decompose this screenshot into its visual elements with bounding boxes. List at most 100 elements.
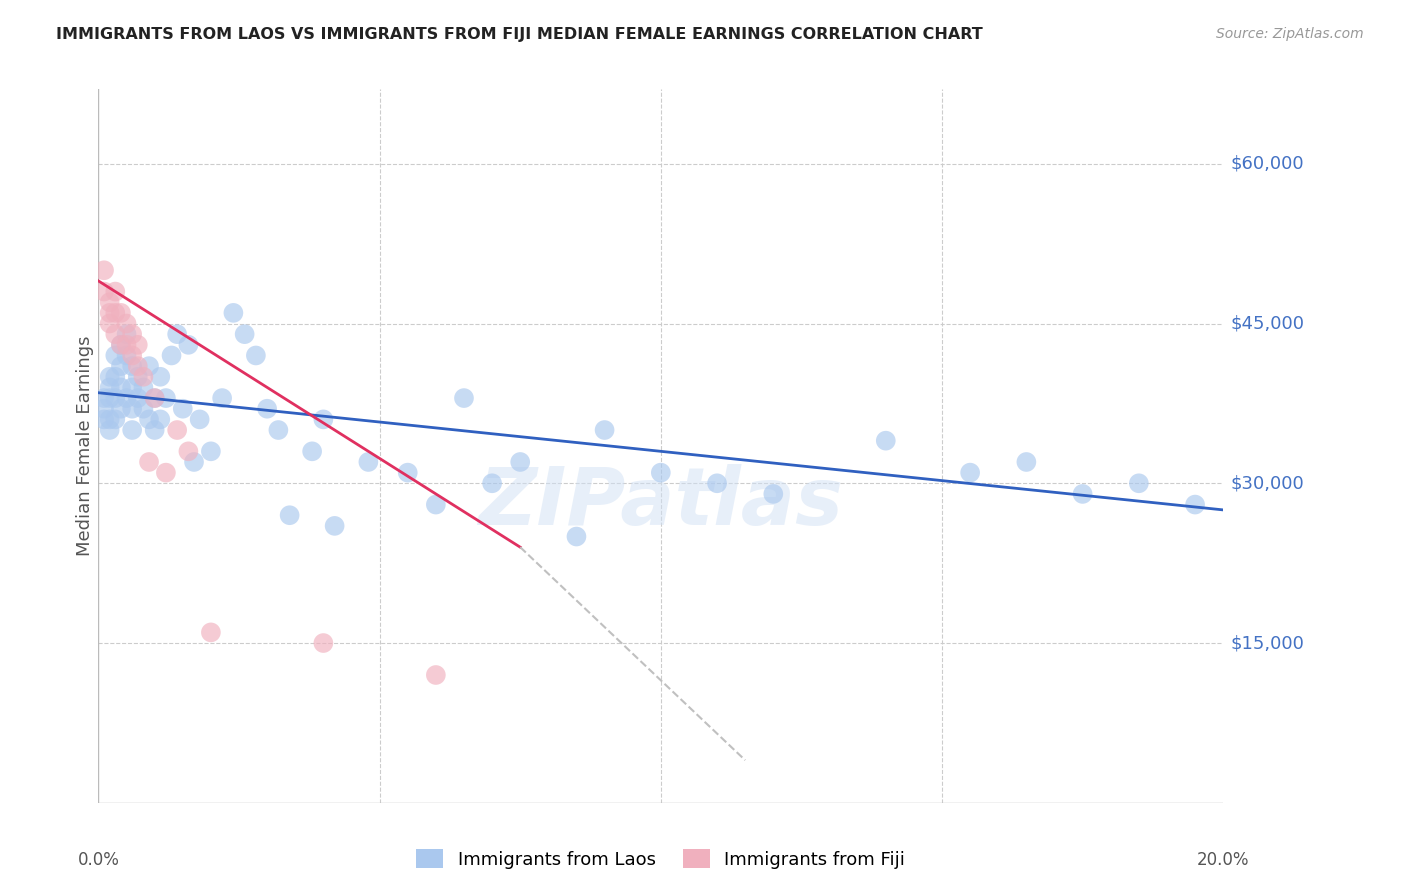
Point bbox=[98, 306, 121, 320]
Point bbox=[211, 391, 233, 405]
Point bbox=[323, 519, 346, 533]
Point bbox=[1071, 487, 1094, 501]
Text: 0.0%: 0.0% bbox=[77, 851, 120, 869]
Text: 20.0%: 20.0% bbox=[1197, 851, 1250, 869]
Point bbox=[138, 412, 160, 426]
Point bbox=[98, 412, 121, 426]
Text: $60,000: $60,000 bbox=[1230, 154, 1303, 173]
Point bbox=[93, 285, 115, 299]
Point bbox=[396, 466, 419, 480]
Point bbox=[138, 455, 160, 469]
Point bbox=[172, 401, 194, 416]
Point bbox=[166, 327, 188, 342]
Point bbox=[959, 466, 981, 480]
Point bbox=[110, 306, 132, 320]
Point bbox=[143, 391, 166, 405]
Point bbox=[104, 349, 127, 363]
Point bbox=[200, 625, 222, 640]
Point bbox=[110, 401, 132, 416]
Point bbox=[301, 444, 323, 458]
Point bbox=[155, 391, 177, 405]
Point bbox=[183, 455, 205, 469]
Point bbox=[110, 338, 132, 352]
Point bbox=[278, 508, 301, 523]
Point bbox=[166, 423, 188, 437]
Point bbox=[98, 380, 121, 394]
Point bbox=[93, 391, 115, 405]
Point bbox=[425, 668, 447, 682]
Point bbox=[104, 327, 127, 342]
Point bbox=[115, 338, 138, 352]
Point bbox=[121, 327, 143, 342]
Point bbox=[650, 466, 672, 480]
Point bbox=[98, 423, 121, 437]
Point bbox=[143, 391, 166, 405]
Point bbox=[1015, 455, 1038, 469]
Point bbox=[110, 338, 132, 352]
Point bbox=[132, 401, 155, 416]
Point bbox=[98, 295, 121, 310]
Point bbox=[1128, 476, 1150, 491]
Point bbox=[127, 338, 149, 352]
Point bbox=[138, 359, 160, 373]
Text: $30,000: $30,000 bbox=[1230, 475, 1303, 492]
Text: ZIPatlas: ZIPatlas bbox=[478, 464, 844, 542]
Point bbox=[127, 391, 149, 405]
Point bbox=[132, 369, 155, 384]
Text: Median Female Earnings: Median Female Earnings bbox=[76, 335, 94, 557]
Text: $15,000: $15,000 bbox=[1230, 634, 1305, 652]
Point bbox=[762, 487, 785, 501]
Point bbox=[706, 476, 728, 491]
Point bbox=[177, 444, 200, 458]
Point bbox=[104, 391, 127, 405]
Text: $45,000: $45,000 bbox=[1230, 315, 1305, 333]
Point bbox=[312, 636, 335, 650]
Point bbox=[115, 391, 138, 405]
Point bbox=[222, 306, 245, 320]
Point bbox=[357, 455, 380, 469]
Point bbox=[98, 317, 121, 331]
Point bbox=[98, 391, 121, 405]
Point bbox=[149, 412, 172, 426]
Text: IMMIGRANTS FROM LAOS VS IMMIGRANTS FROM FIJI MEDIAN FEMALE EARNINGS CORRELATION : IMMIGRANTS FROM LAOS VS IMMIGRANTS FROM … bbox=[56, 27, 983, 42]
Point bbox=[110, 380, 132, 394]
Point bbox=[115, 349, 138, 363]
Point bbox=[93, 412, 115, 426]
Point bbox=[104, 369, 127, 384]
Point bbox=[245, 349, 267, 363]
Point bbox=[149, 369, 172, 384]
Point bbox=[143, 423, 166, 437]
Point bbox=[121, 423, 143, 437]
Point bbox=[121, 380, 143, 394]
Point bbox=[425, 498, 447, 512]
Point bbox=[593, 423, 616, 437]
Point bbox=[155, 466, 177, 480]
Point bbox=[121, 349, 143, 363]
Point bbox=[200, 444, 222, 458]
Point bbox=[188, 412, 211, 426]
Point bbox=[875, 434, 897, 448]
Point bbox=[93, 263, 115, 277]
Legend: Immigrants from Laos, Immigrants from Fiji: Immigrants from Laos, Immigrants from Fi… bbox=[409, 842, 912, 876]
Point bbox=[121, 359, 143, 373]
Point bbox=[110, 359, 132, 373]
Point bbox=[98, 369, 121, 384]
Point bbox=[93, 401, 115, 416]
Point bbox=[481, 476, 503, 491]
Point bbox=[256, 401, 278, 416]
Point bbox=[509, 455, 531, 469]
Point bbox=[127, 369, 149, 384]
Point bbox=[121, 401, 143, 416]
Point bbox=[160, 349, 183, 363]
Point bbox=[127, 359, 149, 373]
Point bbox=[104, 306, 127, 320]
Point bbox=[565, 529, 588, 543]
Point bbox=[177, 338, 200, 352]
Point bbox=[233, 327, 256, 342]
Text: Source: ZipAtlas.com: Source: ZipAtlas.com bbox=[1216, 27, 1364, 41]
Point bbox=[115, 327, 138, 342]
Point bbox=[132, 380, 155, 394]
Point bbox=[104, 285, 127, 299]
Point bbox=[115, 317, 138, 331]
Point bbox=[267, 423, 290, 437]
